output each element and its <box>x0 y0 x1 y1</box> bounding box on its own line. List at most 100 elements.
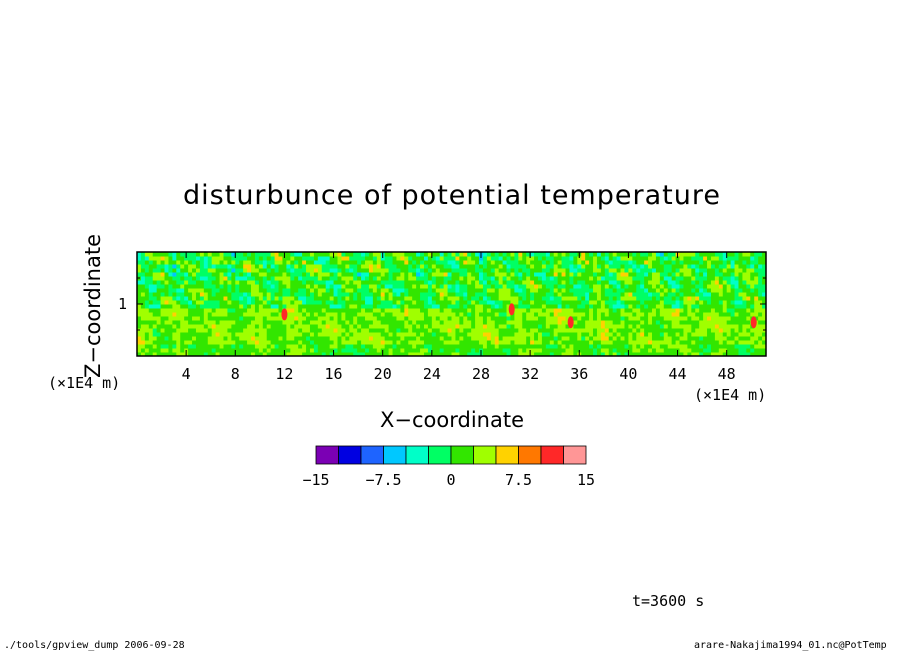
heatmap-cell <box>486 292 492 297</box>
heatmap-cell <box>675 324 681 329</box>
heatmap-cell <box>537 256 543 261</box>
heatmap-cell <box>734 256 739 261</box>
heatmap-cell <box>534 264 539 269</box>
heatmap-cell <box>333 280 338 285</box>
heatmap-cell <box>231 316 236 321</box>
heatmap-cell <box>695 316 700 321</box>
heatmap-cell <box>416 316 421 321</box>
heatmap-cell <box>195 320 201 325</box>
heatmap-cell <box>400 348 405 353</box>
heatmap-cell <box>557 312 563 317</box>
heatmap-cell <box>211 260 217 265</box>
heatmap-cell <box>420 268 425 273</box>
heatmap-cell <box>593 304 598 309</box>
heatmap-cell <box>168 320 173 325</box>
heatmap-cell <box>192 304 197 309</box>
heatmap-cell <box>632 256 637 261</box>
heatmap-cell <box>357 336 362 341</box>
heatmap-cell <box>195 328 201 333</box>
heatmap-cell <box>384 264 390 269</box>
heatmap-cell <box>600 348 606 353</box>
heatmap-cell <box>341 344 346 349</box>
heatmap-cell <box>482 292 488 297</box>
heatmap-cell <box>573 264 578 269</box>
heatmap-cell <box>294 312 299 317</box>
heatmap-cell <box>632 260 637 265</box>
heatmap-cell <box>526 304 531 309</box>
heatmap-cell <box>199 324 205 329</box>
heatmap-cell <box>286 308 291 313</box>
heatmap-cell <box>718 260 724 265</box>
heatmap-cell <box>294 324 299 329</box>
heatmap-cell <box>168 252 173 257</box>
heatmap-cell <box>298 292 303 297</box>
heatmap-cell <box>632 332 637 337</box>
heatmap-cell <box>490 340 496 345</box>
heatmap-cell <box>337 304 342 309</box>
heatmap-cell <box>184 336 189 341</box>
heatmap-cell <box>498 328 504 333</box>
heatmap-cell <box>589 328 594 333</box>
heatmap-cell <box>537 288 543 293</box>
heatmap-cell <box>302 324 307 329</box>
heatmap-cell <box>321 276 327 281</box>
heatmap-cell <box>451 336 456 341</box>
heatmap-cell <box>192 340 197 345</box>
heatmap-cell <box>526 256 531 261</box>
heatmap-cell <box>435 344 441 349</box>
heatmap-cell <box>274 308 280 313</box>
heatmap-cell <box>537 304 543 309</box>
heatmap-cell <box>345 312 350 317</box>
heatmap-cell <box>235 336 240 341</box>
heatmap-cell <box>184 284 189 289</box>
heatmap-cell <box>298 300 303 305</box>
heatmap-cell <box>667 352 673 356</box>
heatmap-cell <box>239 300 244 305</box>
heatmap-cell <box>573 336 578 341</box>
heatmap-cell <box>479 328 484 333</box>
heatmap-cell <box>184 304 189 309</box>
heatmap-cell <box>333 336 338 341</box>
heatmap-cell <box>345 276 350 281</box>
heatmap-cell <box>475 268 480 273</box>
heatmap-cell <box>636 352 641 356</box>
heatmap-cell <box>247 268 252 273</box>
heatmap-cell <box>392 300 397 305</box>
heatmap-cell <box>317 324 323 329</box>
heatmap-cell <box>742 332 747 337</box>
heatmap-cell <box>188 280 193 285</box>
heatmap-cell <box>644 252 649 257</box>
heatmap-cell <box>439 328 445 333</box>
heatmap-cell <box>671 296 677 301</box>
heatmap-cell <box>703 328 708 333</box>
heatmap-cell <box>455 276 460 281</box>
heatmap-cell <box>144 264 150 269</box>
heatmap-cell <box>345 344 350 349</box>
heatmap-cell <box>455 252 460 257</box>
heatmap-cell <box>585 320 590 325</box>
heatmap-cell <box>648 252 653 257</box>
heatmap-cell <box>400 300 405 305</box>
heatmap-cell <box>404 336 409 341</box>
x-tick-label: 4 <box>182 365 191 383</box>
heatmap-cell <box>361 348 366 353</box>
y-axis-label: Z−coordinate <box>81 234 105 378</box>
heatmap-cell <box>439 344 445 349</box>
heatmap-cell <box>329 264 335 269</box>
heatmap-cell <box>569 344 574 349</box>
heatmap-cell <box>168 352 173 356</box>
heatmap-cell <box>345 332 350 337</box>
heatmap-cell <box>679 344 684 349</box>
heatmap-cell <box>184 280 189 285</box>
heatmap-cell <box>439 308 445 313</box>
heatmap-cell <box>270 292 276 297</box>
heatmap-cell <box>231 300 236 305</box>
heatmap-cell <box>302 348 307 353</box>
heatmap-cell <box>140 324 146 329</box>
heatmap-cell <box>526 288 531 293</box>
heatmap-cell <box>294 340 299 345</box>
heatmap-cell <box>416 256 421 261</box>
heatmap-cell <box>156 276 162 281</box>
heatmap-cell <box>376 288 382 293</box>
heatmap-cell <box>365 252 370 257</box>
